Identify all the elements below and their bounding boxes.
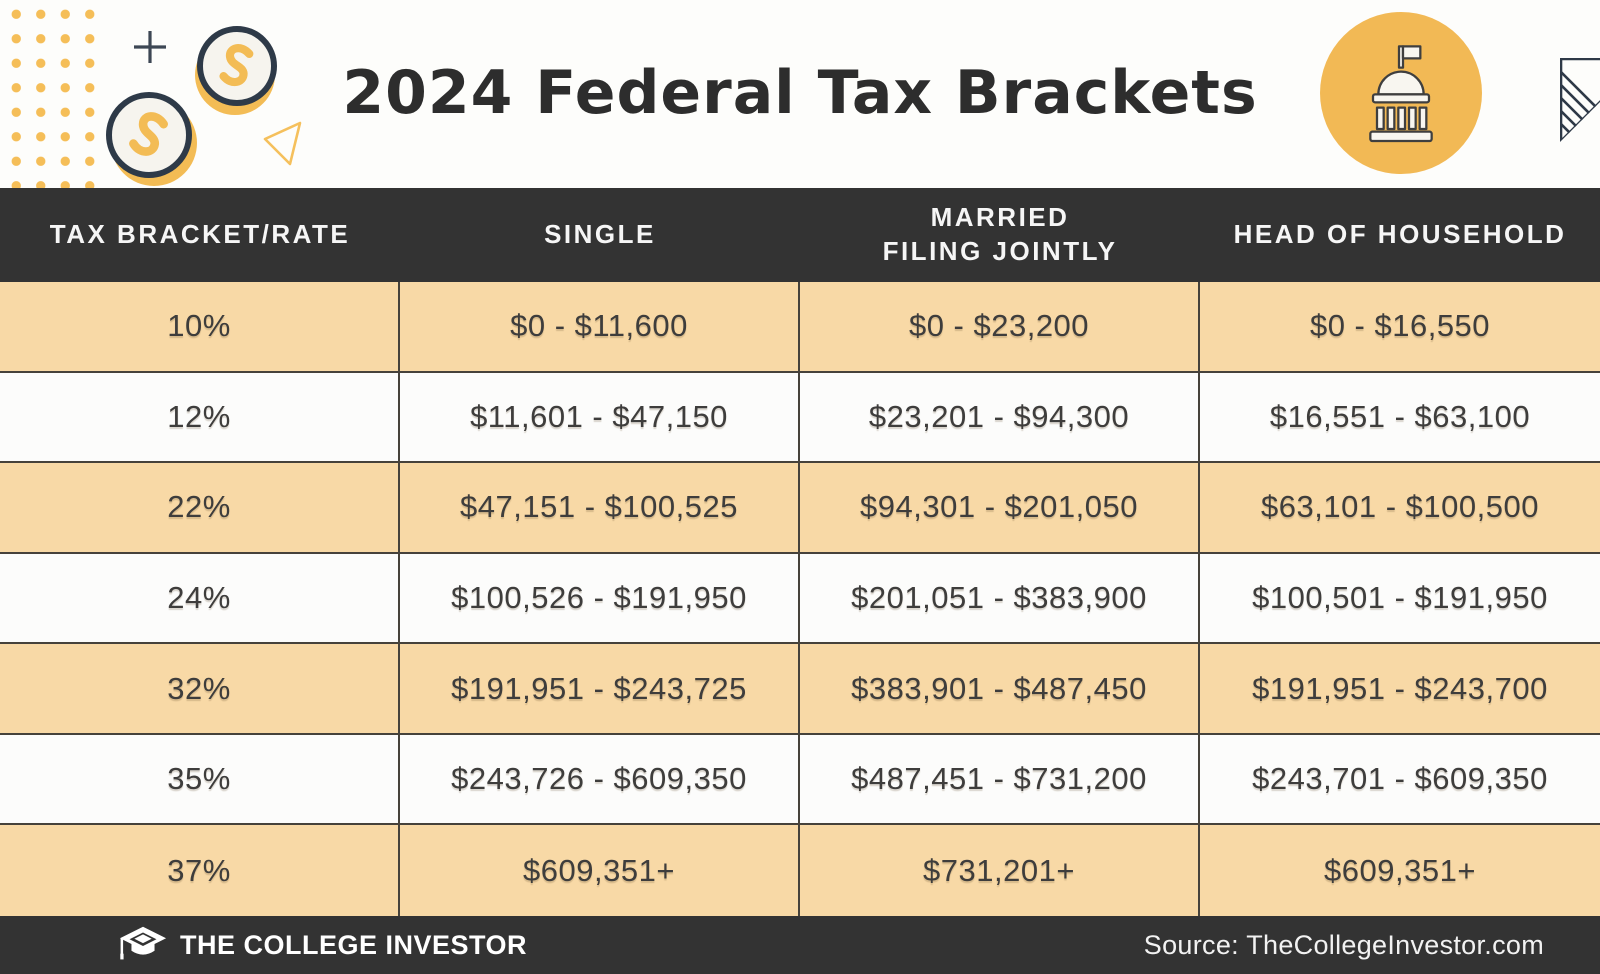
- rate-cell: 12%: [0, 372, 400, 462]
- single-cell: $243,726 - $609,350: [400, 734, 800, 824]
- single-cell: $0 - $11,600: [400, 282, 800, 371]
- dot-grid-decoration: [4, 2, 102, 188]
- column-header-single: SINGLE: [544, 219, 656, 250]
- column-header-tax-bracket: TAX BRACKET/RATE: [49, 219, 351, 250]
- single-cell: $191,951 - $243,725: [400, 644, 800, 733]
- rate-cell: 22%: [0, 463, 400, 552]
- married-filing-jointly-cell: $731,201+: [800, 825, 1200, 916]
- head-of-household-cell: $191,951 - $243,700: [1252, 670, 1548, 706]
- rate-cell: 35%: [0, 734, 400, 824]
- married-filing-jointly-cell: $0 - $23,200: [800, 282, 1200, 371]
- married-filing-jointly-cell: $23,201 - $94,300: [800, 372, 1200, 462]
- dollar-coin-icon: [106, 92, 197, 186]
- coin-face: [106, 92, 192, 178]
- brand-name: THE COLLEGE INVESTOR: [180, 929, 528, 960]
- table-row: 12% $11,601 - $47,150 $23,201 - $94,300 …: [0, 372, 1600, 464]
- married-filing-jointly-cell: $94,301 - $201,050: [800, 463, 1200, 552]
- capitol-icon: [1369, 45, 1433, 143]
- head-of-household-cell: $0 - $16,550: [1309, 308, 1491, 344]
- rate-cell: 32%: [0, 644, 400, 733]
- source-credit: Source: TheCollegeInvestor.com: [1143, 929, 1544, 960]
- head-of-household-cell: $63,101 - $100,500: [1261, 489, 1539, 525]
- capitol-badge: [1320, 12, 1482, 174]
- single-cell: $47,151 - $100,525: [400, 463, 800, 552]
- head-of-household-cell: $16,551 - $63,100: [1269, 398, 1531, 434]
- married-filing-jointly-cell: $383,901 - $487,450: [800, 644, 1200, 733]
- table-row: 22% $47,151 - $100,525 $94,301 - $201,05…: [0, 463, 1600, 554]
- footer-bar: THE COLLEGE INVESTOR Source: TheCollegeI…: [0, 916, 1600, 974]
- graduation-cap-icon: [119, 926, 167, 960]
- rate-cell: 24%: [0, 553, 400, 643]
- table-row: 37% $609,351+ $731,201+ $609,351+: [0, 825, 1600, 916]
- plus-icon: [132, 28, 168, 71]
- brand-logo: THE COLLEGE INVESTOR: [118, 925, 527, 965]
- table-row: 24% $100,526 - $191,950 $201,051 - $383,…: [0, 553, 1600, 645]
- head-of-household-cell: $609,351+: [1324, 852, 1476, 888]
- table-row: 10% $0 - $11,600 $0 - $23,200 $0 - $16,5…: [0, 282, 1600, 373]
- table-row: 32% $191,951 - $243,725 $383,901 - $487,…: [0, 644, 1600, 735]
- single-cell: $100,526 - $191,950: [400, 553, 800, 643]
- dollar-coin-icon: [195, 26, 277, 115]
- coin-face: [197, 26, 277, 106]
- single-cell: $609,351+: [400, 825, 800, 916]
- table-header-row: TAX BRACKET/RATE SINGLE MARRIED FILING J…: [0, 188, 1600, 282]
- triangle-outline-icon: [258, 118, 306, 173]
- head-of-household-cell: $100,501 - $191,950: [1252, 579, 1548, 615]
- single-cell: $11,601 - $47,150: [400, 372, 800, 462]
- married-filing-jointly-cell: $201,051 - $383,900: [800, 553, 1200, 643]
- tax-bracket-table: 10% $0 - $11,600 $0 - $23,200 $0 - $16,5…: [0, 282, 1600, 916]
- table-row: 35% $243,726 - $609,350 $487,451 - $731,…: [0, 734, 1600, 826]
- rate-cell: 10%: [0, 282, 400, 371]
- rate-cell: 37%: [0, 825, 400, 916]
- column-header-head-of-household: HEAD OF HOUSEHOLD: [1233, 219, 1567, 250]
- striped-corner-decoration: [1560, 58, 1600, 147]
- page-title: 2024 Federal Tax Brackets: [342, 58, 1258, 128]
- hero-header: 2024 Federal Tax Brackets: [0, 0, 1600, 188]
- column-header-married-filing-jointly: MARRIED FILING JOINTLY: [882, 202, 1118, 266]
- married-filing-jointly-cell: $487,451 - $731,200: [800, 734, 1200, 824]
- head-of-household-cell: $243,701 - $609,350: [1252, 761, 1548, 797]
